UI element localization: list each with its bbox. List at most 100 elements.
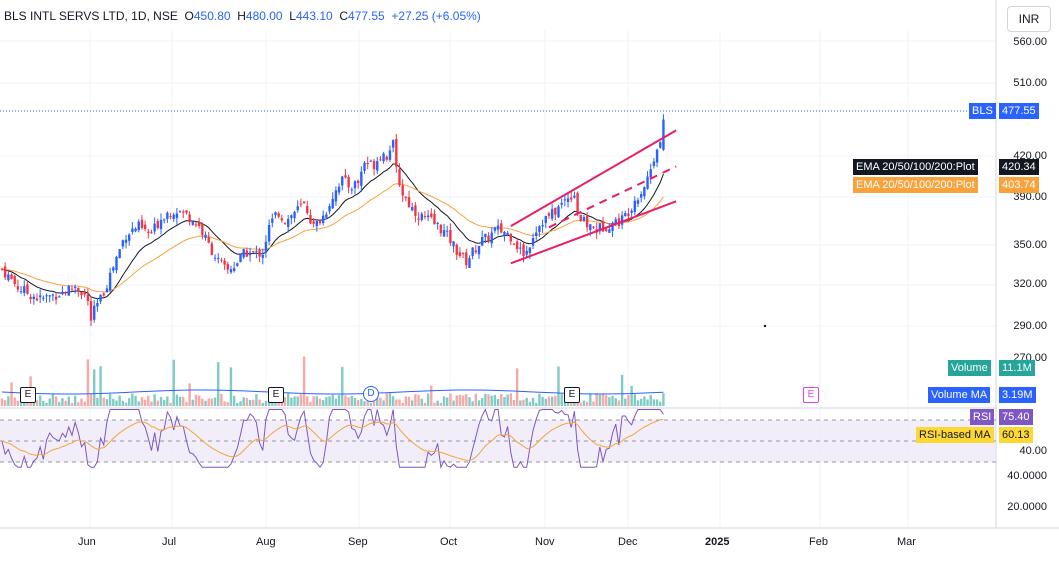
- candle-body: [474, 250, 478, 253]
- trend-channel[interactable]: [510, 129, 677, 265]
- volume-bar: [423, 402, 427, 406]
- axes: [763, 324, 767, 328]
- currency-button[interactable]: INR: [1007, 6, 1051, 32]
- volume-bar: [64, 400, 67, 406]
- volume-bar: [350, 395, 353, 406]
- candle-body: [242, 248, 245, 258]
- volume-bar: [391, 396, 395, 406]
- volume-bar: [67, 396, 70, 406]
- candle-body: [436, 223, 439, 225]
- volume-bar: [93, 369, 96, 406]
- volume-bar: [156, 400, 160, 406]
- earnings-marker[interactable]: E: [564, 387, 580, 403]
- volume-bar: [89, 393, 93, 406]
- candle-body: [388, 150, 392, 160]
- candle-body: [614, 219, 617, 225]
- volume-bar: [162, 399, 166, 406]
- candle-body: [652, 161, 656, 166]
- volume-bar: [3, 400, 7, 406]
- volume-bar: [528, 401, 532, 406]
- candle-body: [496, 225, 500, 230]
- rsi-pane: [0, 408, 996, 469]
- rsi-ma-line: [1, 418, 664, 461]
- candle-body: [347, 176, 350, 188]
- volume-bar: [531, 397, 535, 406]
- candle-body: [232, 268, 236, 271]
- candle-body: [220, 259, 223, 261]
- volume-bar: [344, 395, 347, 406]
- candle-body: [468, 258, 471, 268]
- volume-bar: [191, 399, 194, 406]
- rsi-ma-label: RSI-based MA: [916, 427, 994, 443]
- candle-body: [506, 232, 509, 235]
- volume-bar: [404, 396, 408, 406]
- candle-body: [420, 213, 423, 221]
- volume-bar: [512, 399, 516, 406]
- volume-bar: [649, 394, 652, 406]
- candle-body: [226, 263, 229, 270]
- volume-bar: [54, 396, 58, 406]
- volume-bar: [210, 398, 214, 406]
- volume-bar: [636, 400, 640, 406]
- candle-body: [611, 222, 614, 231]
- volume-bar: [115, 400, 118, 406]
- volume-bar: [620, 374, 624, 406]
- candle-body: [182, 211, 185, 213]
- candle-body: [248, 252, 252, 256]
- earnings-marker[interactable]: E: [268, 387, 284, 403]
- candle-body: [48, 295, 51, 297]
- volume-bar: [325, 397, 328, 406]
- volume-bar: [426, 393, 430, 406]
- volume-bar: [232, 395, 236, 406]
- candle-body: [13, 276, 16, 285]
- volume-bar: [547, 396, 551, 406]
- earnings-marker-upcoming[interactable]: E: [803, 387, 819, 403]
- volume-bar: [197, 395, 201, 406]
- candle-body: [99, 294, 102, 302]
- volume-bar: [99, 366, 102, 406]
- candle-body: [369, 160, 373, 162]
- candle-body: [550, 209, 554, 219]
- volume-bar: [461, 395, 465, 406]
- volume-bar: [45, 402, 48, 406]
- volume-bar: [328, 396, 331, 406]
- volume-bar: [455, 395, 458, 406]
- candle-body: [58, 296, 61, 298]
- volume-bar: [267, 400, 271, 406]
- time-tick: Oct: [440, 536, 458, 548]
- ema-lines: [1, 163, 664, 300]
- candle-body: [287, 219, 290, 227]
- candle-body: [80, 292, 83, 296]
- high-value: 480.00: [245, 9, 283, 23]
- candle-body: [582, 217, 586, 221]
- candle-body: [480, 236, 484, 246]
- volume-bar: [643, 396, 646, 406]
- candle-body: [70, 288, 74, 290]
- volume-bar: [452, 400, 455, 406]
- price-tick: 510.00: [1013, 77, 1047, 89]
- candle-body: [10, 274, 13, 280]
- candle-body: [414, 205, 417, 216]
- rsi-tick: 20.0000: [1007, 501, 1047, 513]
- volume-bar: [655, 399, 659, 406]
- candle-body: [598, 223, 602, 232]
- candle-body: [162, 219, 166, 221]
- volume-bar: [252, 399, 255, 406]
- candle-body: [455, 244, 458, 255]
- candle-body: [490, 232, 493, 244]
- time-tick: Jul: [162, 536, 177, 548]
- earnings-marker[interactable]: E: [20, 387, 36, 403]
- volume-bar: [51, 394, 55, 406]
- candle-body: [636, 200, 640, 204]
- volume-bar: [26, 400, 29, 406]
- volume-bar: [496, 398, 500, 406]
- candle-body: [255, 250, 258, 252]
- candle-body: [258, 249, 261, 257]
- candle-body: [439, 224, 443, 234]
- volume-bar: [321, 400, 325, 406]
- dividend-marker[interactable]: D: [363, 386, 379, 402]
- candle-body: [150, 232, 153, 234]
- time-tick: Aug: [256, 536, 276, 548]
- price-tick: 290.00: [1013, 320, 1047, 332]
